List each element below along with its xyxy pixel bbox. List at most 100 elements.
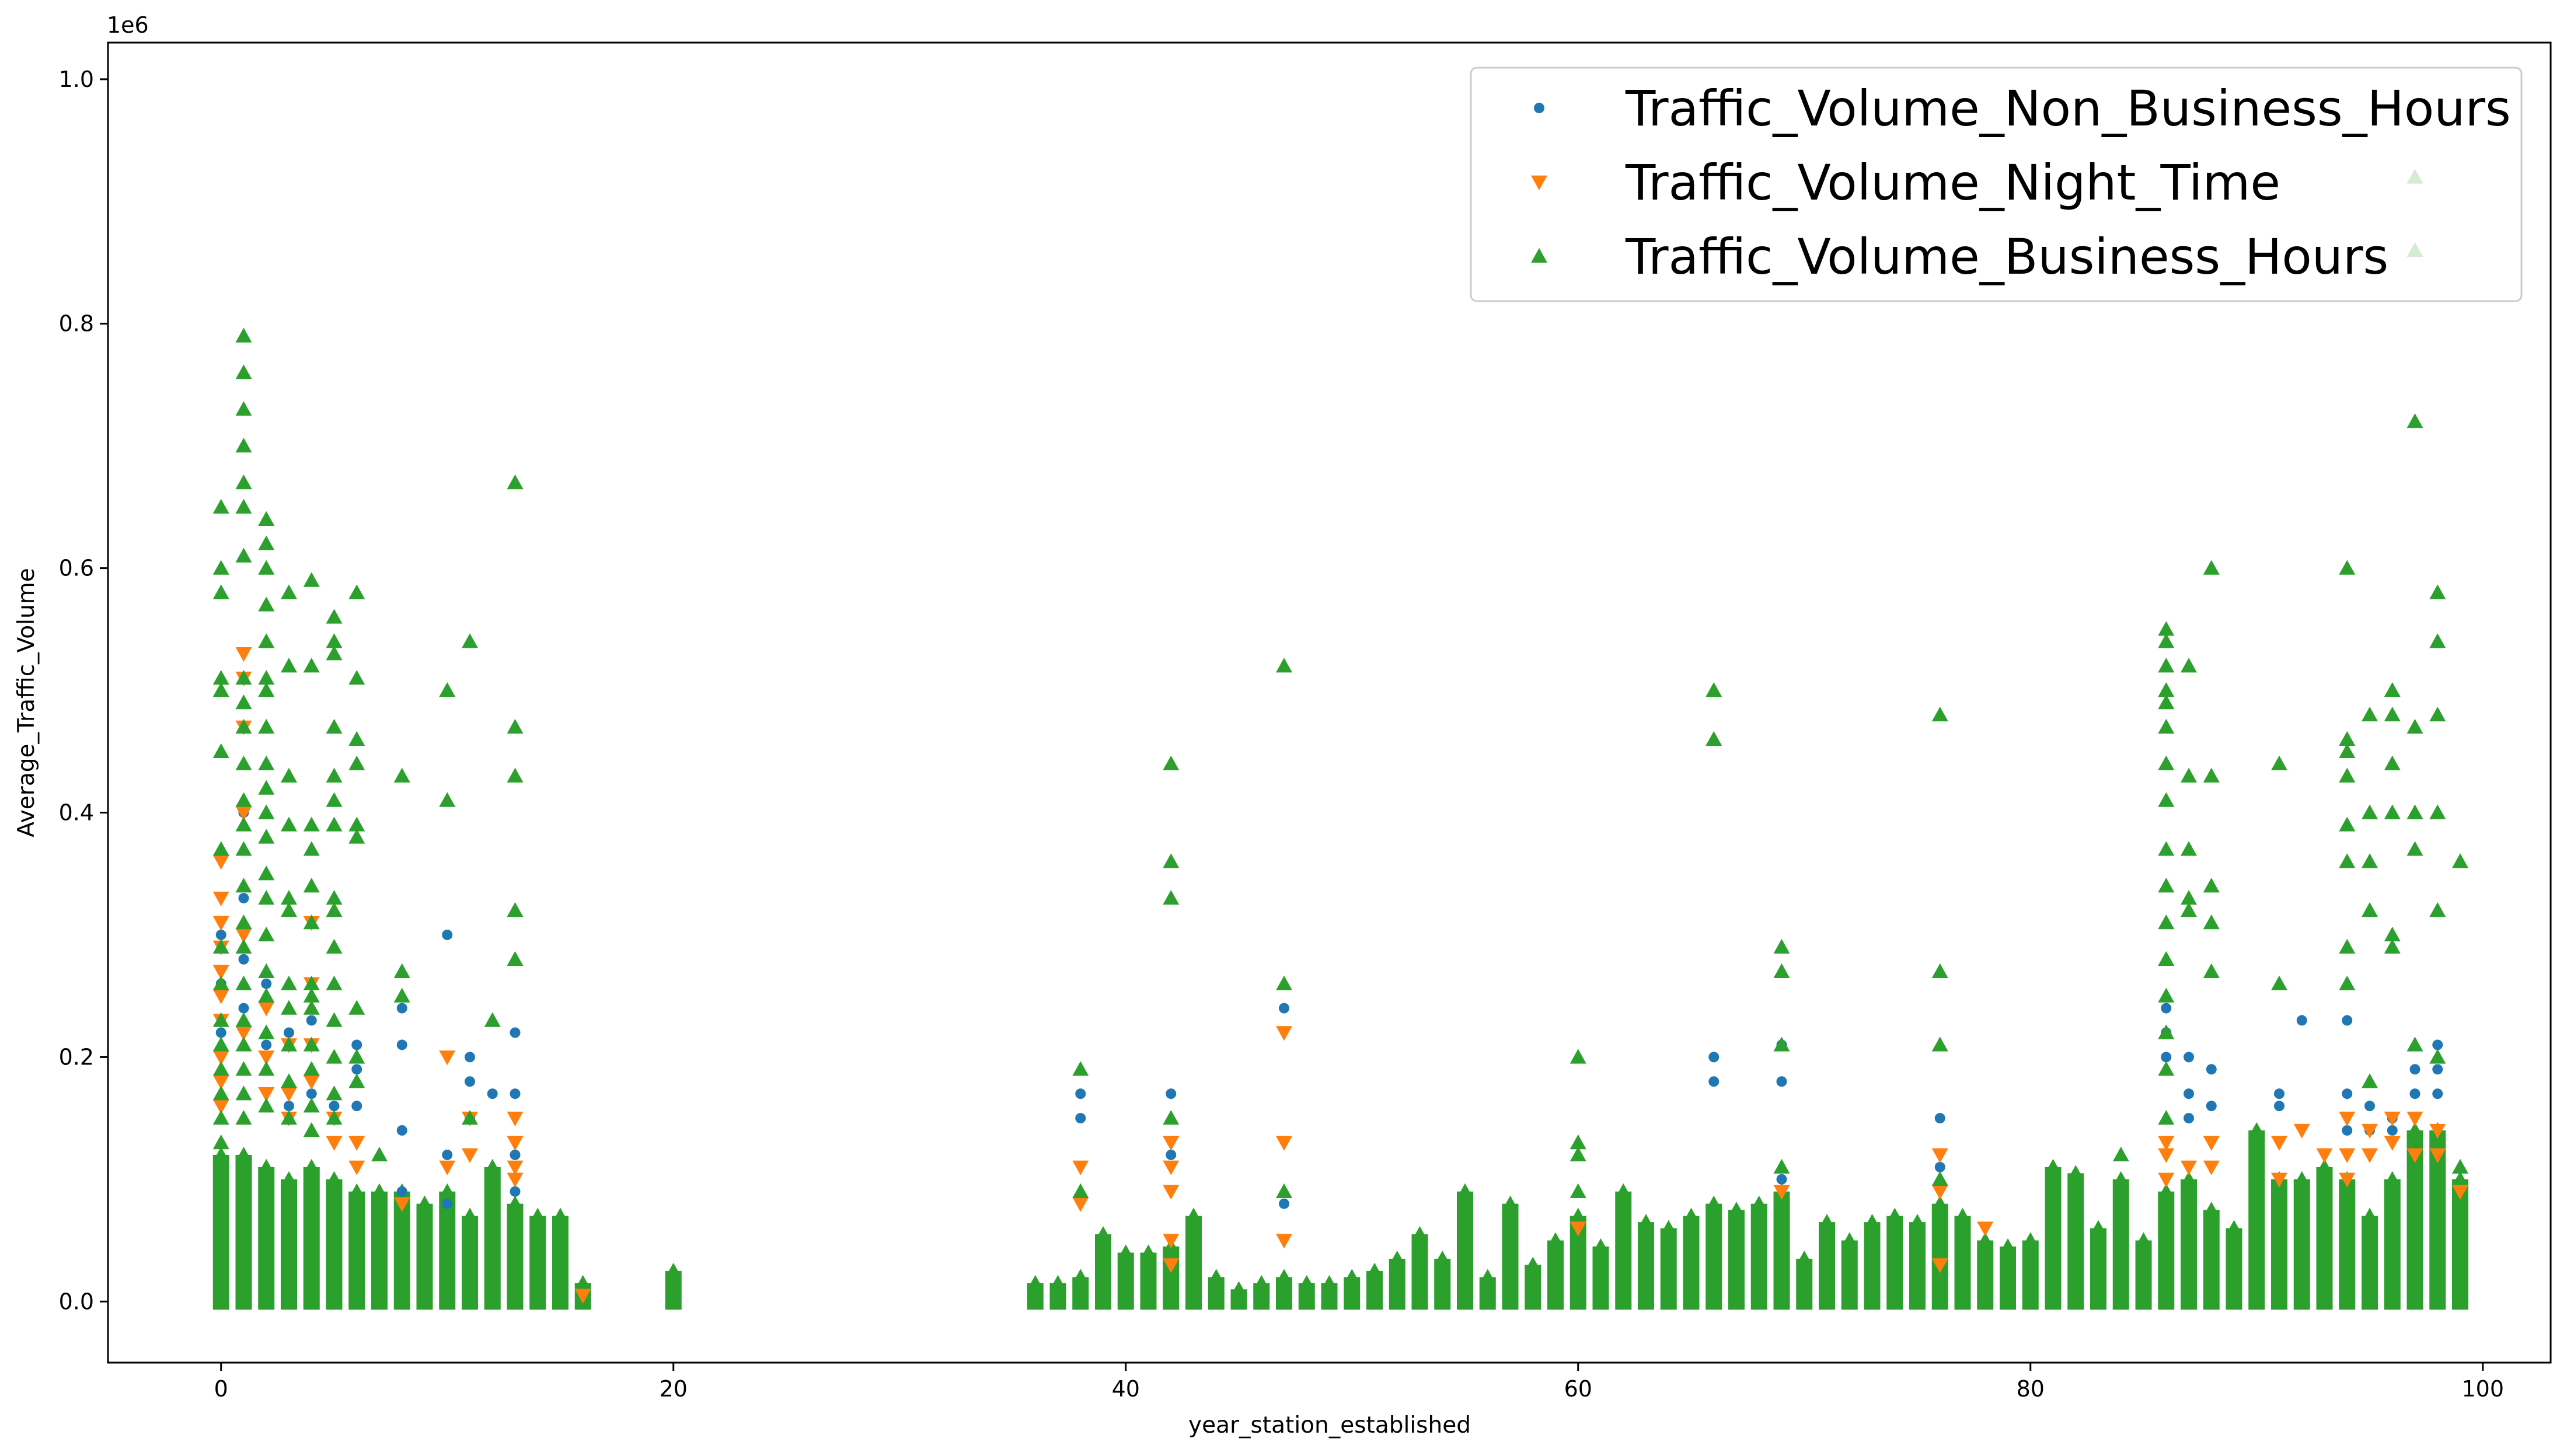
data-point — [306, 1088, 317, 1099]
data-point — [281, 1000, 297, 1015]
dense-band-mark — [1909, 1222, 1926, 1310]
data-point — [215, 929, 226, 940]
y-offset-label: 1e6 — [107, 12, 149, 38]
legend-marker — [1531, 248, 1547, 263]
data-point — [258, 596, 275, 612]
dense-band-top-marker — [1841, 1232, 1858, 1247]
y-tick-label: 0.6 — [59, 556, 94, 581]
data-point — [212, 965, 229, 980]
data-point — [303, 987, 320, 1003]
data-point — [1279, 1003, 1289, 1014]
dense-band-mark — [281, 1179, 297, 1310]
data-point — [212, 1110, 229, 1125]
dense-band-mark — [484, 1167, 501, 1310]
data-point — [284, 1101, 294, 1112]
data-point — [2181, 1160, 2197, 1175]
data-point — [261, 978, 272, 989]
data-point — [235, 816, 252, 832]
data-point — [465, 1052, 475, 1063]
data-point — [2203, 878, 2220, 893]
data-point — [1931, 1171, 1948, 1186]
dense-band-top-marker — [2000, 1238, 2016, 1254]
data-point — [2339, 1148, 2356, 1163]
data-point — [393, 987, 410, 1003]
data-point — [1708, 1076, 1720, 1087]
data-point — [348, 670, 365, 685]
data-point — [507, 718, 524, 734]
data-point — [2342, 1015, 2353, 1026]
data-point — [2296, 1015, 2307, 1026]
data-point — [303, 1061, 320, 1076]
data-point — [487, 1088, 498, 1099]
data-point — [2206, 1064, 2217, 1075]
data-point — [2339, 743, 2356, 758]
data-point — [1570, 1049, 1586, 1064]
x-tick-label: 80 — [2017, 1376, 2045, 1402]
data-point — [326, 792, 343, 807]
data-point — [416, 1195, 433, 1210]
dense-band-top-marker — [1660, 1220, 1677, 1235]
data-point — [326, 1012, 343, 1027]
data-point — [212, 1036, 229, 1052]
data-point — [235, 1036, 252, 1052]
data-point — [215, 1027, 226, 1038]
data-point — [462, 1110, 478, 1125]
dense-band-top-marker — [1095, 1226, 1111, 1241]
data-point — [235, 1110, 252, 1125]
data-point — [1075, 1088, 1086, 1099]
data-point — [351, 1101, 362, 1112]
dense-band-top-marker — [1705, 1195, 1722, 1210]
data-point — [510, 1186, 521, 1197]
data-point — [1276, 975, 1292, 990]
x-axis-ticks: 0 20 40 60 80 100 — [214, 1363, 2504, 1402]
dense-band-top-marker — [1457, 1183, 1473, 1198]
dense-band-top-marker — [371, 1183, 388, 1198]
data-point — [348, 1136, 365, 1151]
data-point — [212, 743, 229, 758]
dense-band-top-marker — [665, 1262, 682, 1278]
data-point — [2271, 975, 2287, 990]
data-point — [439, 1160, 456, 1175]
dense-band-mark — [1796, 1258, 1813, 1310]
data-point — [2362, 902, 2378, 917]
legend-label: Traffic_Volume_Business_Hours — [1625, 228, 2388, 285]
dense-band-mark — [2203, 1210, 2220, 1310]
data-point — [2452, 1185, 2468, 1200]
data-point — [1773, 1036, 1790, 1052]
y-axis-label: Average_Traffic_Volume — [13, 568, 40, 837]
data-point — [2181, 767, 2197, 783]
data-point — [1276, 1136, 1292, 1151]
data-point — [507, 1172, 524, 1188]
data-point — [258, 1087, 275, 1102]
data-point — [393, 767, 410, 783]
x-tick-label: 60 — [1564, 1376, 1592, 1402]
dense-band-mark — [1185, 1216, 1202, 1310]
data-point — [396, 1125, 407, 1136]
dense-band-top-marker — [1479, 1269, 1496, 1284]
dense-band-top-marker — [2022, 1232, 2039, 1247]
data-point — [2158, 914, 2175, 930]
dense-band-mark — [1683, 1216, 1700, 1310]
data-point — [1072, 1197, 1089, 1212]
data-point — [510, 1027, 521, 1038]
data-point — [212, 584, 229, 599]
data-point — [2387, 1125, 2398, 1136]
data-point — [2339, 1172, 2356, 1188]
dense-band-mark — [416, 1203, 433, 1310]
data-point — [2271, 755, 2287, 770]
dense-band-layer — [212, 1122, 2468, 1310]
data-point — [238, 954, 249, 965]
x-axis-label: year_station_established — [1188, 1412, 1471, 1438]
dense-band-mark — [1638, 1222, 1654, 1310]
data-point — [2406, 1148, 2423, 1163]
dense-band-top-marker — [1570, 1207, 1586, 1223]
data-point — [235, 914, 252, 930]
data-point — [258, 865, 275, 881]
data-point — [2406, 841, 2423, 856]
dense-band-mark — [2022, 1240, 2039, 1310]
data-point — [1934, 1113, 1945, 1124]
data-point — [507, 767, 524, 783]
data-point — [1931, 1148, 1948, 1163]
data-point — [393, 963, 410, 978]
dense-band-mark — [1592, 1246, 1609, 1310]
